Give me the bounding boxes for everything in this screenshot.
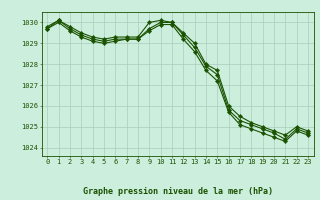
Text: Graphe pression niveau de la mer (hPa): Graphe pression niveau de la mer (hPa): [83, 187, 273, 196]
